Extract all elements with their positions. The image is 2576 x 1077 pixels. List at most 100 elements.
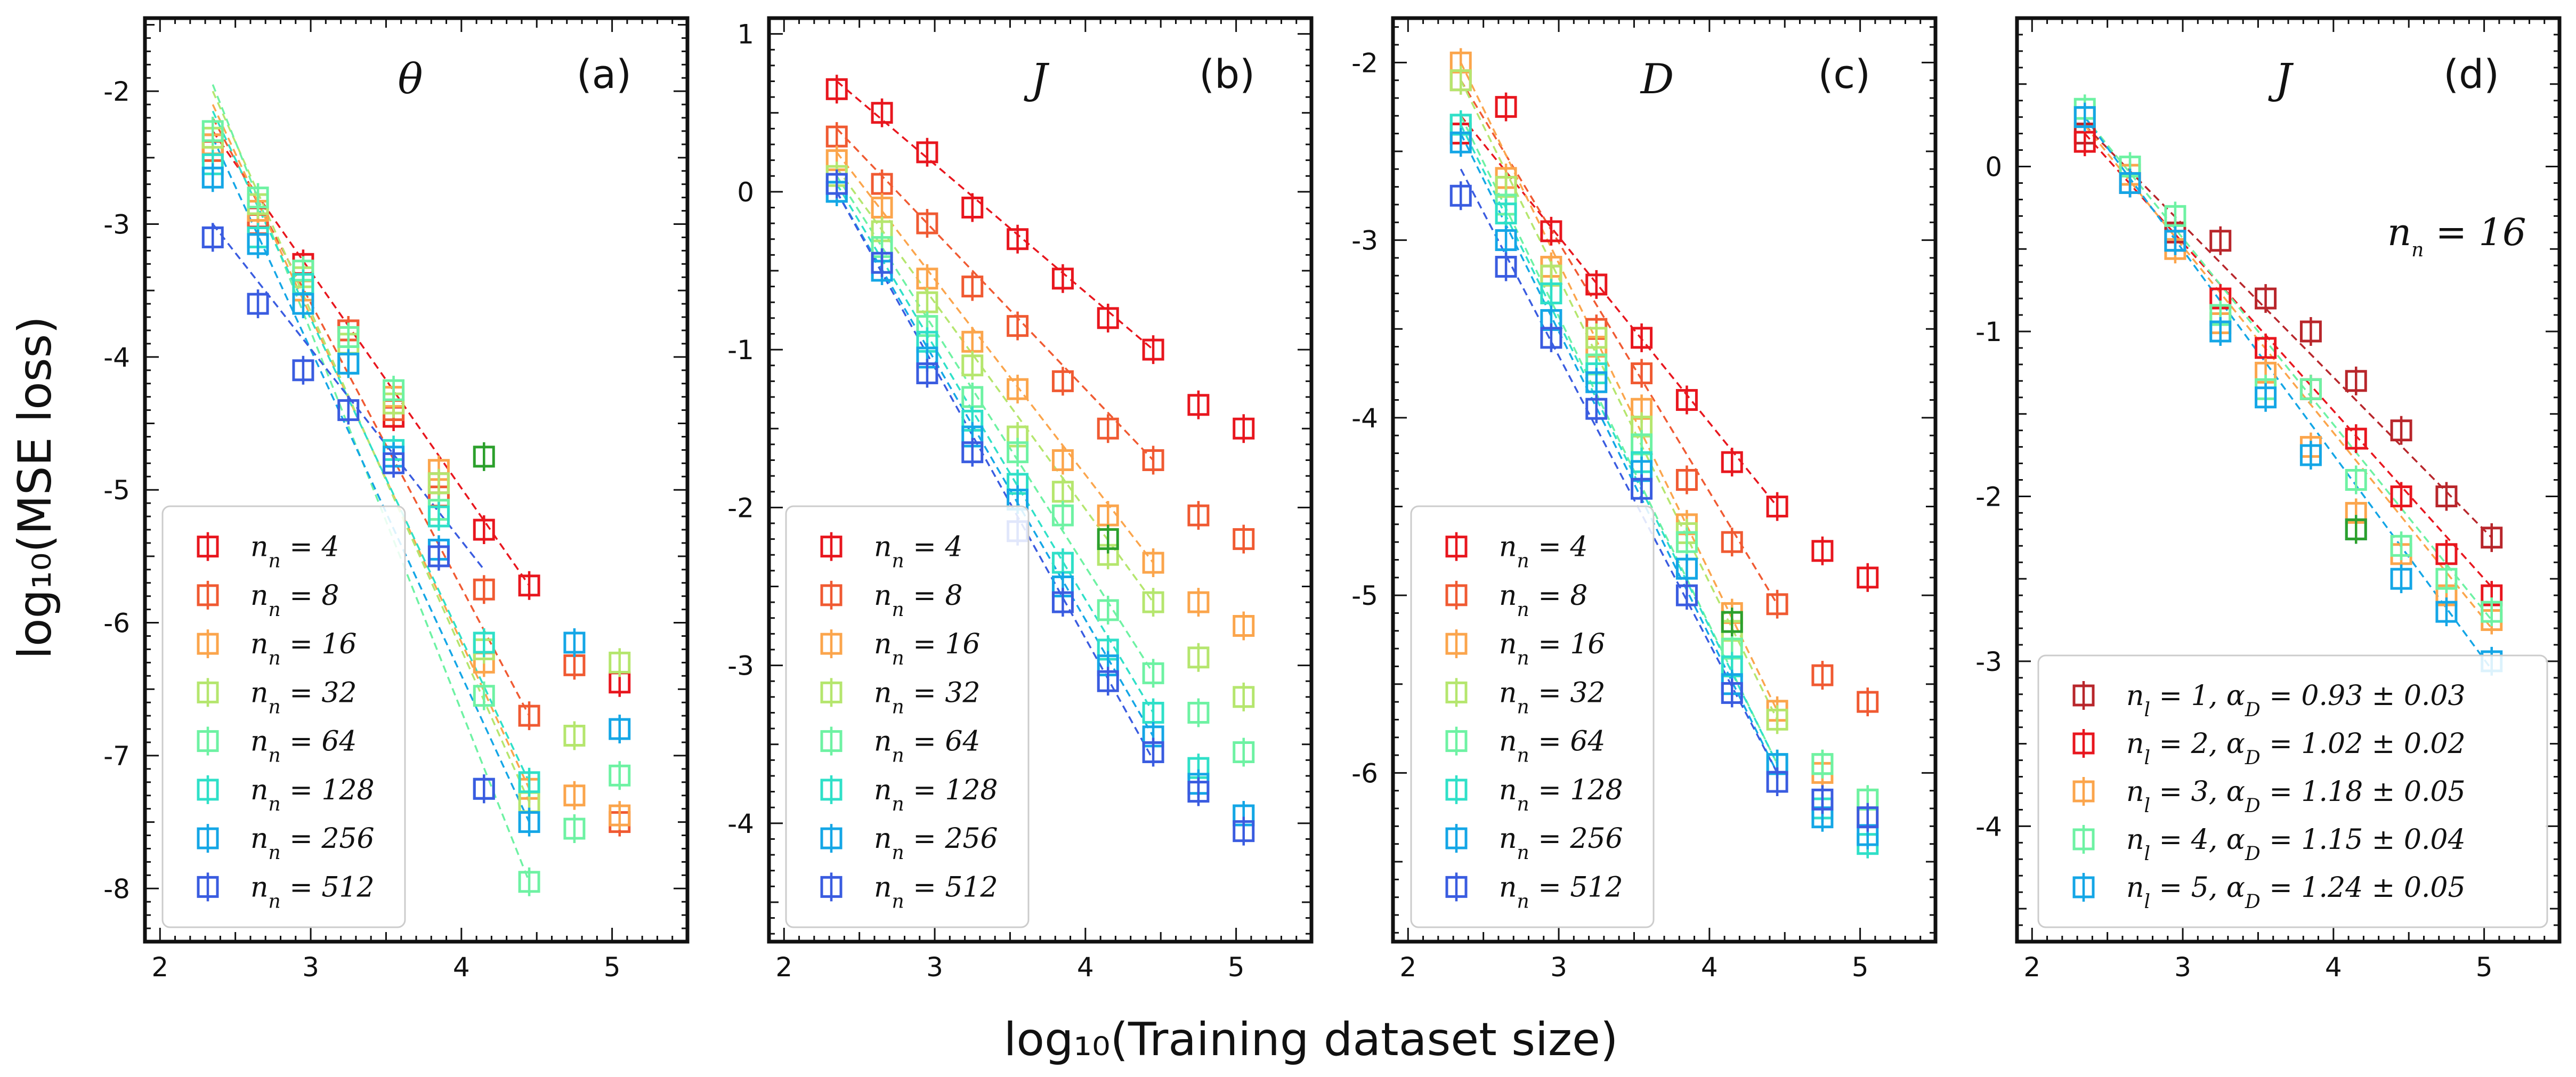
fit-line	[212, 104, 530, 789]
fit-line	[212, 110, 530, 783]
x-tick-label: 2	[775, 952, 792, 983]
x-tick-label: 2	[2023, 952, 2040, 983]
legend-label: nn = 128	[1499, 774, 1623, 815]
legend-label-part: n	[1499, 677, 1517, 709]
y-tick-label: -3	[1351, 225, 1378, 256]
legend-label: nn = 64	[1499, 726, 1605, 767]
legend-label: nn = 8	[250, 580, 339, 621]
legend-label-part: n	[874, 823, 892, 855]
legend-label-part: = 4, α	[2150, 824, 2245, 856]
legend-label-part: n	[1499, 628, 1517, 660]
panel-label: (a)	[577, 52, 631, 98]
fit-line	[212, 91, 530, 803]
legend-label: nn = 64	[874, 726, 980, 767]
x-tick-label: 4	[1077, 952, 1094, 983]
panel-symbol: J	[2267, 55, 2294, 103]
legend-label-part: n	[892, 793, 904, 815]
fit-line	[2084, 116, 2493, 621]
legend-label-part: n	[1517, 793, 1529, 815]
legend-label-part: n	[250, 628, 269, 660]
legend: n l = 1, α D = 0.93 ± 0.03 nl = 2, αD = 1.0…	[2037, 654, 2548, 928]
y-tick-label: -7	[103, 741, 130, 772]
y-tick-label: -3	[1975, 646, 2002, 677]
legend-label-part: n	[892, 550, 904, 572]
legend-label-part: = 32	[281, 677, 357, 709]
x-tick-label: 3	[2174, 952, 2191, 983]
y-tick-label: -4	[727, 808, 754, 839]
fit-line	[836, 175, 1154, 674]
legend-label: nn = 4	[1499, 531, 1587, 572]
y-tick-label: -2	[103, 76, 130, 107]
legend-label-part: = 64	[904, 726, 981, 758]
x-tick-label: 3	[926, 952, 943, 983]
y-axis-title: log₁₀(MSE loss)	[9, 316, 62, 659]
legend-label-part: n	[269, 647, 281, 669]
legend-label-part: n	[874, 774, 892, 806]
legend-label-part: = 512	[1529, 871, 1623, 903]
legend-label-part: n	[269, 890, 281, 912]
axes-frame	[1391, 16, 1938, 944]
legend-label: nn = 16	[874, 628, 980, 669]
legend-label-part: = 0.93 ± 0.03	[2261, 680, 2466, 712]
y-tick-label: 0	[737, 177, 754, 208]
series-n_n-512	[201, 223, 495, 804]
panel-symbol: θ	[398, 55, 423, 103]
series-n_n-512	[1449, 181, 1879, 832]
legend-box	[785, 505, 1030, 928]
legend-label-part: n	[874, 726, 892, 758]
legend-label-part: n	[874, 871, 892, 903]
axes-frame	[143, 16, 690, 944]
legend-label: nn = 4	[250, 531, 339, 572]
y-tick-label: -5	[103, 475, 130, 506]
series-n_n-8	[825, 122, 1255, 554]
legend-label-part: = 1.02 ± 0.02	[2261, 728, 2466, 760]
legend-label: nl = 4, αD = 1.15 ± 0.04	[2126, 824, 2466, 865]
legend-label-part: n	[2387, 210, 2411, 254]
legend-label-part: = 16	[281, 628, 357, 660]
legend-label-part: = 1, α	[2150, 680, 2245, 712]
legend-label-part: D	[2245, 795, 2261, 817]
series-n_n-4	[825, 75, 1255, 443]
fit-line	[2084, 116, 2493, 670]
legend-label-part: = 4	[1529, 531, 1588, 563]
x-tick-label: 5	[604, 952, 621, 983]
legend-label: nn = 512	[1499, 871, 1623, 912]
legend-label: nl = 2, αD = 1.02 ± 0.02	[2126, 728, 2466, 769]
series-n_n-512	[825, 169, 1255, 846]
legend-label: nn = 4	[874, 531, 962, 572]
legend-label-part: n	[874, 580, 892, 612]
legend-label-part: = 32	[904, 677, 981, 709]
legend-label-part: = 512	[904, 871, 998, 903]
legend-box	[2037, 654, 2548, 928]
legend-box	[161, 505, 406, 928]
legend-label-part: n	[269, 550, 281, 572]
legend-label: nn = 16	[250, 628, 357, 669]
legend-label-part: n	[874, 677, 892, 709]
legend-label-part: n	[2411, 239, 2424, 261]
legend-label-part: n	[250, 677, 269, 709]
y-tick-label: -8	[103, 873, 130, 904]
legend-label-part: n	[250, 531, 269, 563]
y-tick-label: -2	[1975, 481, 2002, 512]
legend-label-part: = 512	[281, 871, 375, 903]
y-tick-label: -4	[103, 342, 130, 373]
y-tick-label: -1	[727, 335, 754, 366]
panel-symbol: J	[1023, 55, 1049, 103]
legend-label-part: n	[2126, 776, 2144, 808]
legend-label-part: n	[250, 774, 269, 806]
legend-label: nn = 8	[1499, 580, 1587, 621]
legend-label: nn = 128	[874, 774, 998, 815]
legend-label-part: n	[892, 696, 904, 718]
panel-label: (c)	[1818, 52, 1870, 98]
legend-label-part: l	[2144, 891, 2151, 913]
legend-label-part: n	[2126, 728, 2144, 760]
legend-label-part: = 3, α	[2150, 776, 2245, 808]
legend-label-part: n	[892, 598, 904, 620]
legend-label: nn = 16	[1499, 628, 1605, 669]
legend-label-part: n	[1499, 774, 1517, 806]
